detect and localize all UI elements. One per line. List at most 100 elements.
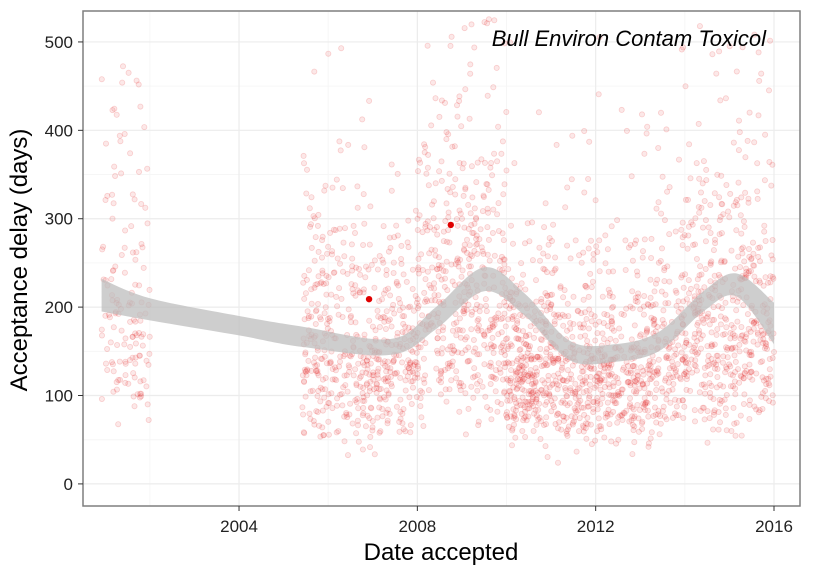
data-point [559,311,566,318]
data-point [321,310,328,317]
data-point [490,84,497,91]
data-point [484,224,491,231]
data-point [498,316,505,323]
data-point [514,320,521,327]
data-point [671,365,678,372]
data-point [531,356,538,363]
data-point [704,343,711,350]
data-point [580,324,587,331]
data-point [432,297,439,304]
data-point [454,113,461,120]
data-point [422,220,429,227]
data-point [397,396,404,403]
data-point [465,201,472,208]
data-point [357,373,364,380]
data-point [360,354,367,361]
data-point [545,299,552,306]
data-point [551,395,558,402]
data-point [750,338,757,345]
data-point [508,442,515,449]
data-point [750,250,757,257]
data-point [606,371,613,378]
data-point [495,123,502,130]
data-point [716,396,723,403]
data-point [681,403,688,410]
data-point [727,371,734,378]
data-point [491,252,498,259]
data-point [393,222,400,229]
data-point [449,183,456,190]
data-point [741,363,748,370]
data-point [610,327,617,334]
data-point [333,429,340,436]
data-point [732,199,739,206]
data-point [590,409,597,416]
data-point [582,282,589,289]
data-point [651,316,658,323]
data-point [543,385,550,392]
data-point [653,419,660,426]
data-point [514,369,521,376]
data-point [434,350,441,357]
data-point [409,266,416,273]
data-point [341,438,348,445]
data-point [360,241,367,248]
data-point [399,420,406,427]
data-point [453,102,460,109]
data-point [503,375,510,382]
data-point [580,428,587,435]
data-point [583,315,590,322]
data-point [388,383,395,390]
data-point [421,379,428,386]
data-point [376,404,383,411]
data-point [505,343,512,350]
data-point [466,242,473,249]
data-point [596,376,603,383]
data-point [381,318,388,325]
data-point [300,429,307,436]
data-point [735,147,742,154]
data-point [463,334,470,341]
data-point [723,391,730,398]
data-point [135,168,142,175]
data-point [612,392,619,399]
data-point [728,247,735,254]
data-point [551,311,558,318]
data-point [596,318,603,325]
data-point [386,410,393,417]
data-point [696,23,703,30]
data-point [409,285,416,292]
data-point [435,328,442,335]
data-point [434,335,441,342]
data-point [457,380,464,387]
data-point [771,348,778,355]
data-point [302,349,309,356]
data-point [399,304,406,311]
data-point [391,234,398,241]
data-point [108,359,115,366]
data-point [366,444,373,451]
data-point [317,384,324,391]
data-point [436,168,443,175]
data-point [644,123,651,130]
data-point [488,316,495,323]
data-point [758,393,765,400]
data-point [712,365,719,372]
data-point [599,293,606,300]
data-point [300,152,307,159]
data-point [376,429,383,436]
data-point [746,361,753,368]
data-point [686,141,693,148]
data-point [696,209,703,216]
data-point [373,355,380,362]
data-point [553,412,560,419]
data-point [384,374,391,381]
data-point [438,262,445,269]
data-point [359,397,366,404]
data-point [528,352,535,359]
data-point [745,325,752,332]
data-point [489,373,496,380]
data-point [307,223,314,230]
data-point [555,410,562,417]
data-point [736,348,743,355]
